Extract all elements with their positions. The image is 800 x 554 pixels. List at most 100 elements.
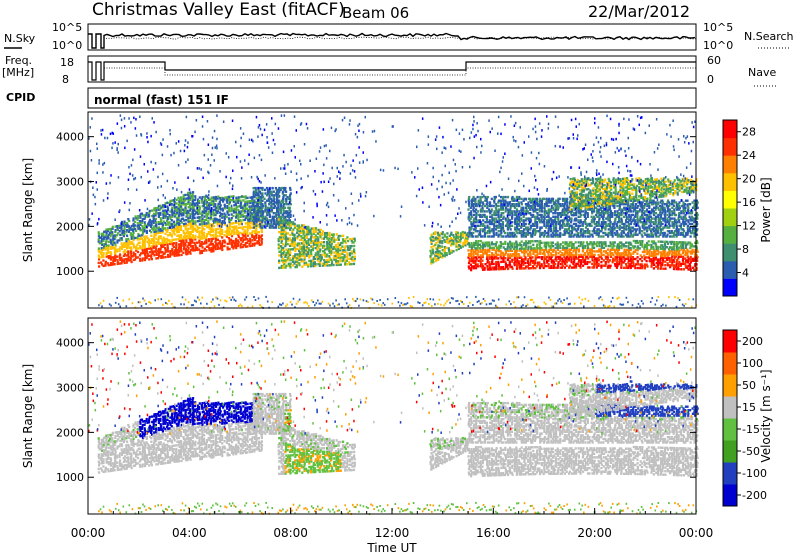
power-cell: [548, 226, 551, 229]
power-cell: [346, 236, 349, 239]
power-cell: [561, 261, 564, 264]
power-cell: [255, 206, 258, 209]
power-cell: [604, 261, 607, 264]
power-cell: [436, 231, 439, 235]
power-cell: [438, 234, 441, 237]
power-cell: [521, 251, 524, 254]
power-cell: [477, 240, 480, 243]
power-cell: [432, 239, 435, 242]
power-cell: [600, 264, 603, 267]
power-cell: [681, 252, 684, 255]
power-cell: [488, 253, 491, 257]
power-cell: [493, 221, 496, 224]
power-cell: [515, 247, 518, 251]
power-cell: [353, 237, 356, 240]
power-cell: [116, 250, 119, 253]
power-cell: [311, 248, 314, 252]
power-cell: [583, 231, 586, 235]
power-cell: [159, 220, 162, 224]
power-cell: [486, 266, 489, 269]
power-cell: [346, 257, 349, 261]
power-cell: [463, 231, 466, 234]
power-cell: [554, 243, 557, 246]
power-cell: [593, 253, 596, 257]
power-cell: [296, 229, 299, 233]
power-cell: [499, 249, 502, 253]
power-cell: [605, 224, 608, 227]
power-cell: [166, 216, 169, 219]
power-cell: [302, 231, 305, 234]
power-cell: [196, 216, 199, 219]
power-cell: [513, 242, 516, 245]
power-cell: [335, 245, 338, 249]
power-cell: [504, 199, 507, 202]
power-cell: [150, 256, 153, 259]
power-cell: [474, 249, 478, 252]
power-cell: [641, 241, 644, 245]
power-cell: [509, 242, 512, 245]
power-cell: [166, 228, 169, 232]
power-cell: [260, 241, 263, 244]
power-cell: [260, 209, 263, 212]
power-cell: [558, 212, 561, 215]
date-label: 22/Mar/2012: [588, 2, 690, 21]
power-cell: [240, 242, 243, 245]
power-cell: [462, 232, 465, 236]
power-cell: [593, 259, 597, 262]
power-cell: [508, 226, 511, 229]
power-cell: [255, 194, 258, 197]
power-cell: [260, 234, 263, 237]
power-cell: [280, 266, 283, 269]
power-cell: [495, 241, 498, 244]
power-cell: [310, 252, 313, 255]
power-cell: [580, 259, 583, 262]
power-cell: [191, 200, 194, 204]
power-cell: [565, 264, 568, 267]
power-cell: [600, 243, 604, 246]
power-cell: [668, 251, 671, 254]
power-cell: [664, 264, 667, 267]
power-cell: [301, 231, 304, 234]
power-cell: [648, 258, 651, 261]
power-cell: [616, 224, 619, 227]
power-cell: [627, 203, 630, 206]
power-cell: [561, 219, 564, 222]
power-cell: [259, 219, 262, 222]
power-cell: [179, 219, 182, 222]
power-cell: [221, 212, 224, 216]
power-cell: [655, 247, 658, 250]
power-cell: [237, 226, 240, 230]
power-cell: [509, 208, 512, 211]
power-cell: [302, 254, 306, 257]
power-cell: [121, 233, 124, 236]
power-cell: [296, 231, 299, 235]
power-cell: [481, 201, 484, 204]
power-cell: [339, 252, 342, 256]
power-cell: [507, 242, 510, 245]
power-cell: [114, 252, 117, 255]
power-cell: [148, 240, 151, 243]
power-cell: [620, 259, 623, 262]
power-cell: [184, 208, 187, 211]
power-cell: [552, 248, 556, 251]
power-cell: [568, 233, 571, 236]
power-cell: [244, 195, 247, 198]
power-cell: [273, 201, 276, 204]
power-cell: [611, 203, 614, 206]
power-cell: [312, 232, 315, 235]
power-cell: [182, 212, 185, 215]
power-cell: [192, 208, 195, 211]
power-cell: [172, 225, 176, 229]
power-cell: [265, 194, 269, 197]
power-cell: [580, 260, 583, 264]
power-cell: [522, 251, 525, 254]
power-cell: [217, 202, 220, 206]
power-cell: [280, 264, 283, 268]
power-cell: [257, 210, 260, 213]
power-cell: [467, 242, 470, 245]
power-cell: [566, 222, 569, 226]
power-cell: [577, 248, 580, 251]
power-cell: [247, 239, 250, 243]
power-cell: [615, 261, 618, 264]
power-cell: [128, 228, 131, 232]
